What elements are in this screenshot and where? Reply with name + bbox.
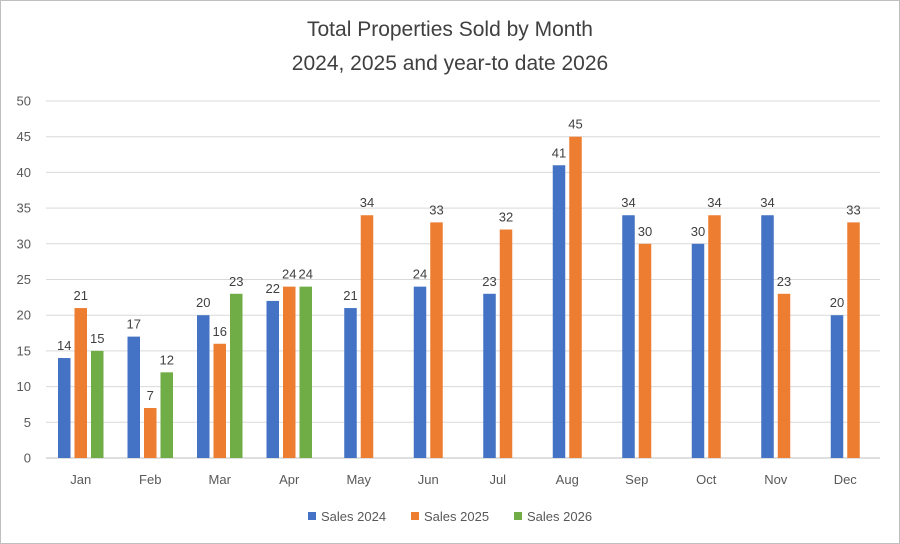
data-label-nov-series-1: 34 (760, 195, 774, 210)
y-tick-label: 5 (24, 415, 31, 430)
y-tick-label: 20 (17, 308, 31, 323)
y-tick-label: 25 (17, 272, 31, 287)
data-label-feb-series-1: 17 (127, 317, 141, 332)
bar-jan-series-3 (91, 350, 104, 458)
data-label-sep-series-2: 30 (638, 224, 652, 239)
data-label-aug-series-1: 41 (552, 145, 566, 160)
bar-aug-series-2 (569, 136, 582, 458)
bar-may-series-2 (360, 215, 374, 458)
y-tick-label: 35 (17, 201, 31, 216)
bar-sep-series-1 (622, 215, 635, 458)
x-tick-label-feb: Feb (139, 472, 161, 487)
bar-feb-series-2 (144, 408, 157, 458)
bar-mar-series-1 (197, 315, 210, 458)
x-axis-ticks: Jan Feb Mar Apr May Jun Jul Aug Sep Oct Nov Dec (70, 472, 857, 487)
x-tick-label-apr: Apr (279, 472, 300, 487)
y-tick-label: 50 (17, 94, 31, 109)
chart-title-line-2: 2024, 2025 and year-to date 2026 (292, 52, 608, 75)
x-tick-label-dec: Dec (834, 472, 858, 487)
bar-apr-series-1 (266, 300, 279, 458)
x-tick-label-aug: Aug (556, 472, 579, 487)
data-label-may-series-2: 34 (360, 195, 374, 210)
x-tick-label-may: May (346, 472, 371, 487)
data-label-sep-series-1: 34 (621, 195, 635, 210)
bar-mar-series-2 (213, 343, 226, 458)
bar-oct-series-2 (708, 215, 721, 458)
chart-title: Total Properties Sold by Month 2024, 202… (292, 18, 608, 75)
bar-jan-series-2 (74, 308, 87, 458)
data-label-oct-series-1: 30 (691, 224, 705, 239)
x-tick-label-jun: Jun (418, 472, 439, 487)
legend-swatch-series-1 (308, 512, 316, 520)
y-tick-label: 30 (17, 236, 31, 251)
x-tick-label-sep: Sep (625, 472, 648, 487)
bar-jun-series-1 (413, 286, 427, 458)
x-tick-label-jul: Jul (489, 472, 506, 487)
gridlines (46, 100, 880, 459)
chart-title-line-1: Total Properties Sold by Month (307, 18, 593, 41)
data-label-jan-series-1: 14 (57, 338, 71, 353)
y-tick-label: 45 (17, 129, 31, 144)
data-label-jun-series-2: 33 (429, 202, 443, 217)
data-label-jun-series-1: 24 (413, 267, 427, 282)
x-tick-label-jan: Jan (70, 472, 91, 487)
bar-jul-series-1 (483, 293, 496, 458)
bar-feb-series-1 (127, 336, 140, 458)
bar-apr-series-3 (299, 286, 312, 458)
data-label-apr-series-1: 22 (266, 281, 280, 296)
bar-nov-series-2 (777, 293, 791, 458)
data-label-mar-series-1: 20 (196, 295, 210, 310)
legend-swatch-series-2 (411, 512, 419, 520)
y-tick-label: 0 (24, 451, 31, 466)
data-label-jan-series-3: 15 (90, 331, 104, 346)
data-label-jul-series-1: 23 (482, 274, 496, 289)
y-tick-label: 10 (17, 379, 31, 394)
bar-dec-series-1 (830, 315, 844, 458)
legend-label-series-3: Sales 2026 (527, 509, 592, 524)
data-label-feb-series-3: 12 (160, 352, 174, 367)
bar-nov-series-1 (761, 215, 774, 458)
bar-jan-series-1 (58, 358, 71, 458)
legend-swatch-series-3 (514, 512, 522, 520)
data-label-mar-series-2: 16 (213, 324, 227, 339)
data-label-dec-series-2: 33 (846, 202, 860, 217)
data-label-jul-series-2: 32 (499, 210, 513, 225)
data-label-may-series-1: 21 (343, 288, 357, 303)
legend-label-series-2: Sales 2025 (424, 509, 489, 524)
legend: Sales 2024 Sales 2025 Sales 2026 (308, 509, 592, 524)
y-tick-label: 40 (17, 165, 31, 180)
data-label-jan-series-2: 21 (74, 288, 88, 303)
bar-feb-series-3 (160, 372, 173, 458)
bar-mar-series-3 (230, 293, 243, 458)
data-label-apr-series-2: 24 (282, 267, 296, 282)
bar-jun-series-2 (430, 222, 443, 458)
x-tick-label-mar: Mar (209, 472, 232, 487)
legend-label-series-1: Sales 2024 (321, 509, 386, 524)
bar-oct-series-1 (691, 243, 705, 458)
bar-jul-series-2 (499, 229, 513, 458)
data-label-apr-series-3: 24 (299, 267, 313, 282)
y-axis-ticks: 0 5 10 15 20 25 30 35 40 45 50 (17, 94, 31, 466)
y-tick-label: 15 (17, 343, 31, 358)
data-label-dec-series-1: 20 (830, 295, 844, 310)
data-label-nov-series-2: 23 (777, 274, 791, 289)
bars (58, 136, 860, 458)
data-label-oct-series-2: 34 (707, 195, 721, 210)
bar-may-series-1 (344, 308, 357, 458)
data-label-mar-series-3: 23 (229, 274, 243, 289)
bar-apr-series-2 (283, 286, 296, 458)
bar-dec-series-2 (847, 222, 860, 458)
data-label-feb-series-2: 7 (147, 388, 154, 403)
bar-aug-series-1 (552, 165, 566, 458)
data-label-aug-series-2: 45 (568, 117, 582, 132)
x-tick-label-oct: Oct (696, 472, 717, 487)
x-tick-label-nov: Nov (764, 472, 788, 487)
bar-sep-series-2 (638, 243, 652, 458)
